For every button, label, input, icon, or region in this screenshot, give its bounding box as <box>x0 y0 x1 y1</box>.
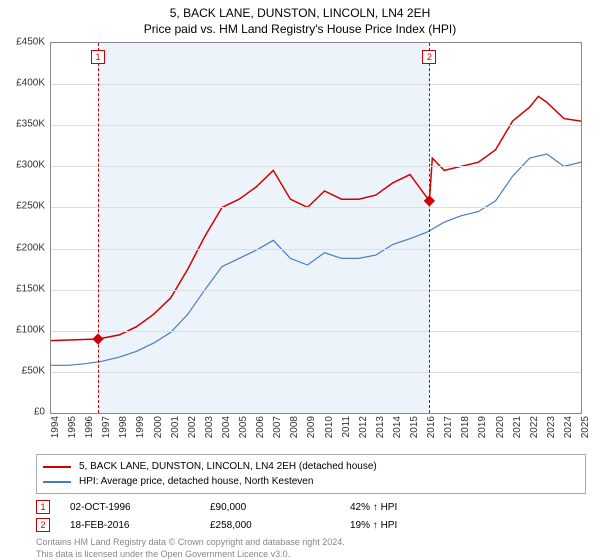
sale-row: 1 02-OCT-1996 £90,000 42% ↑ HPI <box>36 500 586 514</box>
x-tick-label: 2010 <box>324 416 335 438</box>
sale-vline <box>98 43 99 413</box>
sale-row-marker: 1 <box>36 500 50 514</box>
y-tick-label: £200K <box>16 242 45 253</box>
legend-swatch <box>43 481 71 483</box>
x-tick-label: 2016 <box>426 416 437 438</box>
x-tick-label: 1994 <box>50 416 61 438</box>
gridline <box>51 125 581 126</box>
legend-box: 5, BACK LANE, DUNSTON, LINCOLN, LN4 2EH … <box>36 454 586 494</box>
x-tick-label: 1996 <box>84 416 95 438</box>
sale-date: 02-OCT-1996 <box>70 502 190 513</box>
x-tick-label: 2001 <box>170 416 181 438</box>
x-tick-label: 2013 <box>375 416 386 438</box>
y-axis-ticks: £0£50K£100K£150K£200K£250K£300K£350K£400… <box>0 42 48 412</box>
legend-label: HPI: Average price, detached house, Nort… <box>79 474 313 489</box>
chart-container: 5, BACK LANE, DUNSTON, LINCOLN, LN4 2EH … <box>0 0 600 560</box>
plot-area <box>50 42 582 414</box>
gridline <box>51 84 581 85</box>
gridline <box>51 166 581 167</box>
x-tick-label: 2019 <box>477 416 488 438</box>
x-tick-label: 2020 <box>495 416 506 438</box>
legend-entry: HPI: Average price, detached house, Nort… <box>43 474 579 489</box>
gridline <box>51 249 581 250</box>
y-tick-label: £400K <box>16 78 45 89</box>
x-tick-label: 2025 <box>580 416 591 438</box>
y-tick-label: £100K <box>16 324 45 335</box>
sales-table: 1 02-OCT-1996 £90,000 42% ↑ HPI 2 18-FEB-2016… <box>36 500 586 532</box>
series-price_paid <box>51 96 581 340</box>
x-tick-label: 2023 <box>546 416 557 438</box>
sale-price: £90,000 <box>210 502 330 513</box>
series-hpi <box>51 154 581 365</box>
x-tick-label: 2022 <box>529 416 540 438</box>
footer-line-2: This data is licensed under the Open Gov… <box>36 548 586 560</box>
sale-vline <box>429 43 430 413</box>
gridline <box>51 207 581 208</box>
y-tick-label: £350K <box>16 119 45 130</box>
footer: Contains HM Land Registry data © Crown c… <box>36 536 586 560</box>
x-tick-label: 2003 <box>204 416 215 438</box>
x-tick-label: 1995 <box>67 416 78 438</box>
x-tick-label: 2006 <box>255 416 266 438</box>
y-tick-label: £0 <box>34 407 45 418</box>
x-tick-label: 2002 <box>187 416 198 438</box>
x-tick-label: 1997 <box>101 416 112 438</box>
y-tick-label: £300K <box>16 160 45 171</box>
footer-line-1: Contains HM Land Registry data © Crown c… <box>36 536 586 548</box>
legend-swatch <box>43 466 71 468</box>
x-tick-label: 2024 <box>563 416 574 438</box>
sale-date: 18-FEB-2016 <box>70 520 190 531</box>
sale-marker: 2 <box>422 50 436 64</box>
gridline <box>51 372 581 373</box>
y-tick-label: £450K <box>16 37 45 48</box>
x-tick-label: 2014 <box>392 416 403 438</box>
sale-hpi-diff: 19% ↑ HPI <box>350 520 470 531</box>
x-tick-label: 1999 <box>135 416 146 438</box>
x-tick-label: 2012 <box>358 416 369 438</box>
legend-label: 5, BACK LANE, DUNSTON, LINCOLN, LN4 2EH … <box>79 459 377 474</box>
sale-price: £258,000 <box>210 520 330 531</box>
x-tick-label: 2015 <box>409 416 420 438</box>
y-tick-label: £150K <box>16 283 45 294</box>
y-tick-label: £250K <box>16 201 45 212</box>
x-tick-label: 1998 <box>118 416 129 438</box>
x-tick-label: 2009 <box>306 416 317 438</box>
sale-marker: 1 <box>91 50 105 64</box>
chart-subtitle: Price paid vs. HM Land Registry's House … <box>0 22 600 36</box>
x-tick-label: 2000 <box>153 416 164 438</box>
sale-row: 2 18-FEB-2016 £258,000 19% ↑ HPI <box>36 518 586 532</box>
gridline <box>51 290 581 291</box>
x-tick-label: 2011 <box>341 416 352 438</box>
x-tick-label: 2008 <box>289 416 300 438</box>
x-tick-label: 2018 <box>460 416 471 438</box>
plot-svg <box>51 43 581 413</box>
sale-row-marker: 2 <box>36 518 50 532</box>
y-tick-label: £50K <box>22 365 45 376</box>
legend-entry: 5, BACK LANE, DUNSTON, LINCOLN, LN4 2EH … <box>43 459 579 474</box>
x-tick-label: 2017 <box>443 416 454 438</box>
title-block: 5, BACK LANE, DUNSTON, LINCOLN, LN4 2EH … <box>0 0 600 36</box>
legend-block: 5, BACK LANE, DUNSTON, LINCOLN, LN4 2EH … <box>36 454 586 560</box>
x-tick-label: 2005 <box>238 416 249 438</box>
x-tick-label: 2004 <box>221 416 232 438</box>
x-tick-label: 2007 <box>272 416 283 438</box>
gridline <box>51 331 581 332</box>
x-tick-label: 2021 <box>512 416 523 438</box>
sale-hpi-diff: 42% ↑ HPI <box>350 502 470 513</box>
chart-title: 5, BACK LANE, DUNSTON, LINCOLN, LN4 2EH <box>0 6 600 20</box>
